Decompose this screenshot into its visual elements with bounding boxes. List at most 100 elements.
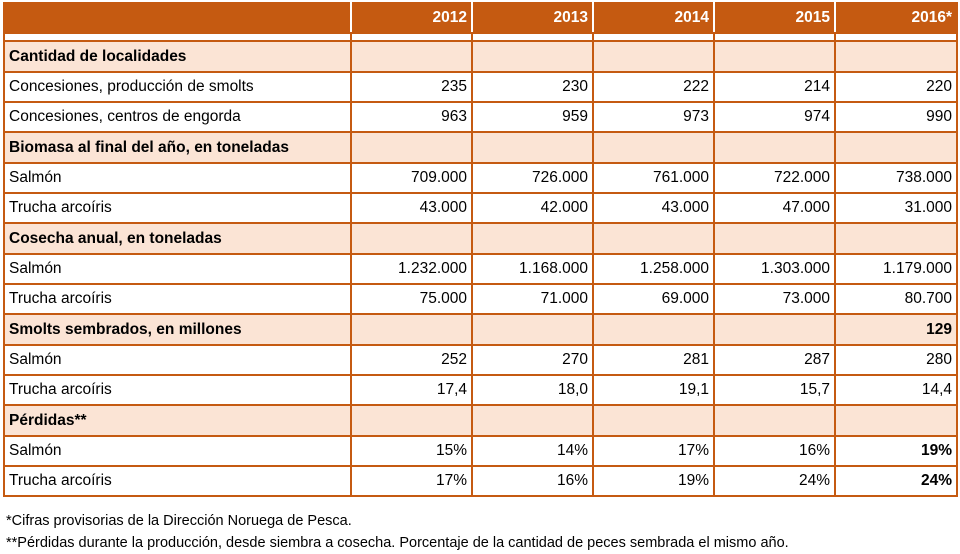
section-value-cell bbox=[350, 131, 473, 164]
value-cell: 47.000 bbox=[713, 192, 836, 224]
value-cell: 19,1 bbox=[592, 374, 715, 406]
table-row: Salmón 252 270 281 287 280 bbox=[3, 344, 958, 376]
section-row: Smolts sembrados, en millones 129 bbox=[3, 313, 958, 346]
section-value-cell bbox=[713, 404, 836, 437]
row-label: Concesiones, producción de smolts bbox=[3, 71, 352, 103]
row-label: Trucha arcoíris bbox=[3, 374, 352, 406]
value-cell: 16% bbox=[713, 435, 836, 467]
value-cell: 18,0 bbox=[471, 374, 594, 406]
row-label: Salmón bbox=[3, 253, 352, 285]
value-cell: 16% bbox=[471, 465, 594, 497]
section-value-cell bbox=[471, 313, 594, 346]
section-value-cell bbox=[713, 222, 836, 255]
value-cell: 31.000 bbox=[834, 192, 958, 224]
year-header: 2015 bbox=[713, 2, 836, 34]
footnote: *Cifras provisorias de la Dirección Noru… bbox=[6, 513, 352, 529]
value-cell: 14,4 bbox=[834, 374, 958, 406]
table-row: Trucha arcoíris 17% 16% 19% 24% 24% bbox=[3, 465, 958, 497]
row-label: Concesiones, centros de engorda bbox=[3, 101, 352, 133]
value-cell: 959 bbox=[471, 101, 594, 133]
row-label: Trucha arcoíris bbox=[3, 192, 352, 224]
section-value-cell bbox=[471, 40, 594, 73]
value-cell: 214 bbox=[713, 71, 836, 103]
value-cell: 222 bbox=[592, 71, 715, 103]
section-value-cell bbox=[350, 40, 473, 73]
section-title: Smolts sembrados, en millones bbox=[3, 313, 352, 346]
value-cell: 19% bbox=[592, 465, 715, 497]
value-cell: 709.000 bbox=[350, 162, 473, 194]
value-cell: 24% bbox=[713, 465, 836, 497]
spacer-cell bbox=[350, 32, 473, 42]
section-row: Cosecha anual, en toneladas bbox=[3, 222, 958, 255]
row-label: Trucha arcoíris bbox=[3, 283, 352, 315]
spacer-cell bbox=[834, 32, 958, 42]
section-value-cell bbox=[471, 404, 594, 437]
section-title: Cosecha anual, en toneladas bbox=[3, 222, 352, 255]
table-row: Trucha arcoíris 75.000 71.000 69.000 73.000 8… bbox=[3, 283, 958, 315]
spacer-cell bbox=[713, 32, 836, 42]
section-row: Cantidad de localidades bbox=[3, 40, 958, 73]
value-cell: 973 bbox=[592, 101, 715, 133]
section-value-cell bbox=[471, 131, 594, 164]
table-body: Cantidad de localidades Concesiones, prod… bbox=[3, 32, 958, 497]
value-cell: 42.000 bbox=[471, 192, 594, 224]
table-row: Trucha arcoíris 17,4 18,0 19,1 15,7 14,4 bbox=[3, 374, 958, 406]
value-cell: 220 bbox=[834, 71, 958, 103]
footnote: **Pérdidas durante la producción, desde … bbox=[6, 535, 789, 551]
section-value-cell bbox=[592, 313, 715, 346]
value-cell: 1.168.000 bbox=[471, 253, 594, 285]
section-value-cell bbox=[350, 313, 473, 346]
value-cell: 280 bbox=[834, 344, 958, 376]
section-title: Cantidad de localidades bbox=[3, 40, 352, 73]
value-cell: 69.000 bbox=[592, 283, 715, 315]
value-cell: 17% bbox=[350, 465, 473, 497]
aquaculture-table: 2012 2013 2014 2015 2016* Cantidad de lo… bbox=[3, 2, 958, 497]
spacer-cell bbox=[592, 32, 715, 42]
value-cell: 1.179.000 bbox=[834, 253, 958, 285]
section-value-cell bbox=[834, 131, 958, 164]
table-row: Salmón 709.000 726.000 761.000 722.000 738.00… bbox=[3, 162, 958, 194]
value-cell: 235 bbox=[350, 71, 473, 103]
spacer-row bbox=[3, 32, 958, 42]
value-cell: 15% bbox=[350, 435, 473, 467]
value-cell: 14% bbox=[471, 435, 594, 467]
value-cell: 230 bbox=[471, 71, 594, 103]
section-value-cell bbox=[471, 222, 594, 255]
section-value-cell bbox=[592, 131, 715, 164]
value-cell: 974 bbox=[713, 101, 836, 133]
value-cell: 43.000 bbox=[592, 192, 715, 224]
value-cell: 75.000 bbox=[350, 283, 473, 315]
table-row: Salmón 15% 14% 17% 16% 19% bbox=[3, 435, 958, 467]
table-row: Trucha arcoíris 43.000 42.000 43.000 47.000 3… bbox=[3, 192, 958, 224]
value-cell: 73.000 bbox=[713, 283, 836, 315]
row-label: Trucha arcoíris bbox=[3, 465, 352, 497]
section-value-cell bbox=[713, 40, 836, 73]
section-row: Pérdidas** bbox=[3, 404, 958, 437]
section-value-cell bbox=[713, 313, 836, 346]
value-cell: 43.000 bbox=[350, 192, 473, 224]
value-cell: 990 bbox=[834, 101, 958, 133]
value-cell: 726.000 bbox=[471, 162, 594, 194]
section-value-cell bbox=[350, 222, 473, 255]
value-cell: 281 bbox=[592, 344, 715, 376]
section-title: Biomasa al final del año, en toneladas bbox=[3, 131, 352, 164]
value-cell: 252 bbox=[350, 344, 473, 376]
section-value-cell bbox=[592, 40, 715, 73]
table-row: Concesiones, producción de smolts 235 230 2… bbox=[3, 71, 958, 103]
section-row: Biomasa al final del año, en toneladas bbox=[3, 131, 958, 164]
value-cell: 15,7 bbox=[713, 374, 836, 406]
value-cell: 80.700 bbox=[834, 283, 958, 315]
section-value-cell bbox=[713, 131, 836, 164]
value-cell: 71.000 bbox=[471, 283, 594, 315]
row-label: Salmón bbox=[3, 344, 352, 376]
row-label: Salmón bbox=[3, 435, 352, 467]
section-value-cell bbox=[834, 404, 958, 437]
table-row: Concesiones, centros de engorda 963 959 973… bbox=[3, 101, 958, 133]
value-cell: 17,4 bbox=[350, 374, 473, 406]
spacer-cell bbox=[3, 32, 352, 42]
section-value-cell: 129 bbox=[834, 313, 958, 346]
value-cell: 722.000 bbox=[713, 162, 836, 194]
value-cell: 761.000 bbox=[592, 162, 715, 194]
year-header: 2014 bbox=[592, 2, 715, 34]
